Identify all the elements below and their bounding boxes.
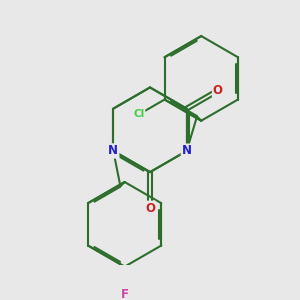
Text: N: N (108, 145, 118, 158)
Text: Cl: Cl (133, 110, 145, 119)
Text: N: N (182, 145, 192, 158)
Text: O: O (213, 84, 223, 97)
Text: N: N (108, 145, 118, 158)
Text: F: F (121, 288, 129, 300)
Text: O: O (145, 202, 155, 214)
